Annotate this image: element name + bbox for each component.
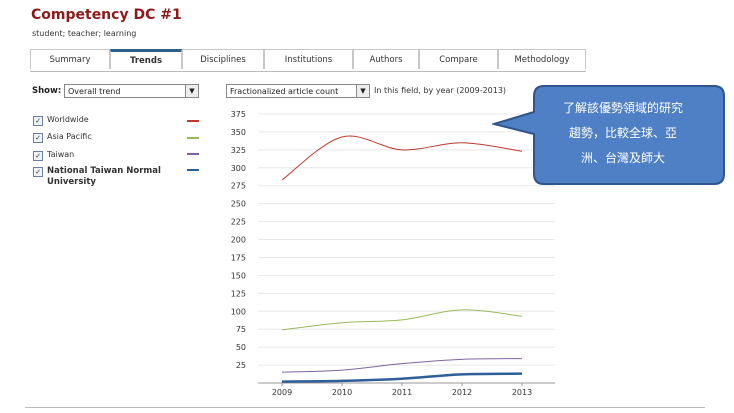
y-tick-label: 125 (231, 289, 246, 298)
data-point (460, 140, 465, 145)
x-tick-label: 2010 (332, 388, 352, 397)
data-point (400, 376, 405, 381)
y-tick-label: 25 (236, 361, 246, 370)
callout-line: 了解該優勢領域的研究 (562, 101, 683, 115)
legend-label: Taiwan (47, 150, 75, 159)
data-point (340, 378, 345, 383)
tab-disciplines[interactable]: Disciplines (182, 49, 264, 69)
y-tick-label: 50 (236, 343, 246, 352)
chevron-down-icon[interactable]: ▼ (356, 85, 369, 97)
data-point (400, 147, 405, 152)
x-tick-label: 2009 (272, 388, 292, 397)
data-point (460, 372, 465, 377)
callout-line: 洲、台灣及師大 (580, 151, 665, 165)
page-title: Competency DC #1 (31, 7, 182, 23)
y-tick-label: 375 (231, 110, 246, 119)
y-tick-label: 225 (231, 218, 246, 227)
checkbox[interactable]: ✓ (33, 151, 43, 161)
y-tick-label: 300 (231, 164, 246, 173)
data-point (520, 314, 525, 319)
show-select-value: Overall trend (68, 86, 121, 96)
tab-institutions[interactable]: Institutions (264, 49, 353, 69)
data-point (460, 357, 465, 362)
data-point (400, 317, 405, 322)
y-tick-label: 200 (231, 236, 246, 245)
checkbox[interactable]: ✓ (33, 133, 43, 143)
data-point (400, 361, 405, 366)
series-line-taiwan (281, 358, 523, 373)
y-tick-label: 275 (231, 182, 246, 191)
callout-shape (492, 85, 725, 185)
metric-select-value: Fractionalized article count (230, 86, 339, 96)
metric-select[interactable]: Fractionalized article count ▼ (226, 84, 370, 98)
tab-compare[interactable]: Compare (419, 49, 498, 69)
keywords: student; teacher; learning (32, 29, 137, 38)
tab-summary[interactable]: Summary (30, 49, 110, 69)
tab-trends[interactable]: Trends (110, 49, 182, 69)
chevron-down-icon[interactable]: ▼ (185, 85, 198, 97)
callout-line: 趨勢，比較全球、亞 (568, 126, 677, 140)
trend-chart: 25 50 75 100 125 150 175 200 225 250 275 300 325 350 3… (231, 110, 555, 397)
legend-swatch-worldwide (187, 120, 199, 122)
legend-label: National Taiwan Normal University (47, 166, 161, 187)
callout-text: 了解該優勢領域的研究 趨勢，比較全球、亞 洲、台灣及師大 (538, 96, 708, 171)
y-tick-label: 325 (231, 146, 246, 155)
chart-subtitle: In this field, by year (2009-2013) (374, 86, 507, 95)
legend-label: Asia Pacific (47, 132, 92, 141)
checkbox[interactable]: ✓ (33, 116, 43, 126)
data-point (340, 368, 345, 373)
data-point (280, 177, 285, 182)
y-tick-label: 350 (231, 128, 246, 137)
series-line-worldwide (281, 135, 523, 181)
x-tick-label: 2011 (392, 388, 412, 397)
data-point (280, 370, 285, 375)
divider (25, 407, 705, 408)
tab-methodology[interactable]: Methodology (498, 49, 586, 69)
x-tick-label: 2012 (452, 388, 472, 397)
show-select[interactable]: Overall trend ▼ (64, 84, 199, 98)
y-tick-label: 100 (231, 307, 246, 316)
legend-label: Worldwide (47, 115, 89, 124)
checkbox[interactable]: ✓ (33, 167, 43, 177)
callout-bubble (492, 85, 725, 185)
y-tick-label: 150 (231, 271, 246, 280)
y-tick-label: 175 (231, 253, 246, 262)
data-point (520, 371, 525, 376)
data-point (520, 356, 525, 361)
series-line-asia-pacific (281, 309, 523, 331)
series-line-national-taiwan-normal-university (281, 372, 523, 383)
data-point (340, 134, 345, 139)
data-point (280, 379, 285, 384)
legend-swatch-asia-pacific (187, 137, 199, 139)
data-point (460, 307, 465, 312)
show-label: Show: (32, 86, 62, 96)
x-tick-label: 2013 (512, 388, 532, 397)
y-tick-label: 250 (231, 200, 246, 209)
data-point (340, 320, 345, 325)
y-tick-label: 75 (236, 325, 246, 334)
tab-authors[interactable]: Authors (353, 49, 419, 69)
tab-bar: Summary Trends Disciplines Institutions … (30, 49, 586, 72)
legend-swatch-taiwan (187, 153, 199, 155)
data-point (280, 327, 285, 332)
legend-swatch-ntnu (187, 169, 199, 171)
